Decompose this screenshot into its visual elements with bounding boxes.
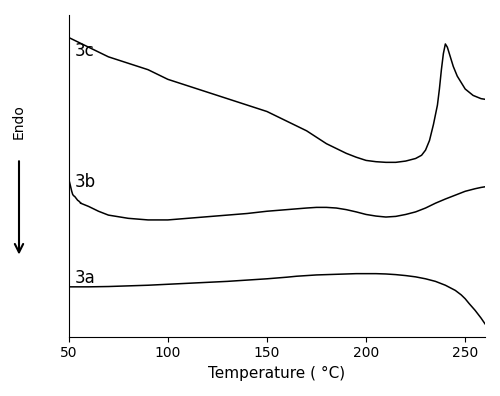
Text: 3a: 3a	[74, 269, 96, 287]
Text: 3c: 3c	[74, 42, 94, 60]
X-axis label: Temperature ( °C): Temperature ( °C)	[208, 366, 346, 381]
Text: Endo: Endo	[12, 104, 26, 139]
Text: 3b: 3b	[74, 173, 96, 190]
